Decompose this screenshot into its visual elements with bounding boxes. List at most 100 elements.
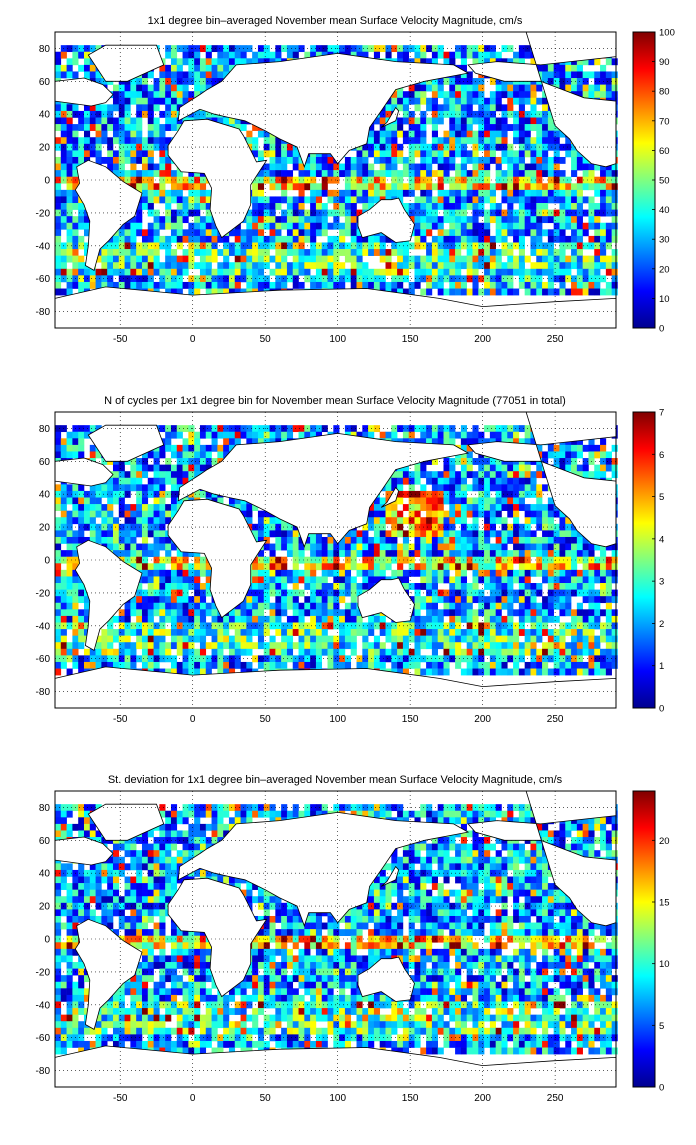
data-cell xyxy=(449,196,455,203)
data-cell xyxy=(148,85,154,92)
data-cell xyxy=(449,91,455,98)
data-cell xyxy=(374,150,380,157)
data-cell xyxy=(235,269,241,276)
data-cell xyxy=(559,177,565,184)
data-cell xyxy=(287,196,293,203)
data-cell xyxy=(374,183,380,190)
data-cell xyxy=(548,124,554,131)
data-cell xyxy=(188,445,194,452)
data-cell xyxy=(606,71,612,78)
data-cell xyxy=(554,170,560,177)
data-cell xyxy=(490,157,496,164)
data-cell xyxy=(438,471,444,478)
data-cell xyxy=(415,504,421,511)
data-cell xyxy=(322,157,328,164)
x-tick-label: 200 xyxy=(474,334,491,345)
data-cell xyxy=(397,144,403,151)
data-cell xyxy=(496,210,502,217)
data-cell xyxy=(484,262,490,269)
data-cell xyxy=(519,262,525,269)
data-cell xyxy=(55,451,61,458)
data-cell xyxy=(165,52,171,59)
data-cell xyxy=(67,445,73,452)
data-cell xyxy=(90,124,96,131)
data-cell xyxy=(217,451,223,458)
data-cell xyxy=(554,530,560,537)
data-cell xyxy=(61,550,67,557)
data-cell xyxy=(148,170,154,177)
data-cell xyxy=(287,544,293,551)
data-cell xyxy=(409,504,415,511)
data-cell xyxy=(299,269,305,276)
data-cell xyxy=(61,203,67,210)
data-cell xyxy=(472,216,478,223)
data-cell xyxy=(490,289,496,296)
data-cell xyxy=(188,91,194,98)
data-cell xyxy=(171,484,177,491)
data-cell xyxy=(530,137,536,144)
data-cell xyxy=(200,256,206,263)
data-cell xyxy=(101,484,107,491)
data-cell xyxy=(403,530,409,537)
data-cell xyxy=(136,150,142,157)
data-cell xyxy=(333,425,339,432)
data-cell xyxy=(409,124,415,131)
data-cell xyxy=(496,517,502,524)
data-cell xyxy=(148,451,154,458)
data-cell xyxy=(107,498,113,505)
data-cell xyxy=(397,269,403,276)
data-cell xyxy=(420,170,426,177)
data-cell xyxy=(270,256,276,263)
data-cell xyxy=(455,216,461,223)
data-cell xyxy=(72,150,78,157)
data-cell xyxy=(525,131,531,138)
data-cell xyxy=(310,216,316,223)
data-cell xyxy=(548,530,554,537)
data-cell xyxy=(136,544,142,551)
data-cell xyxy=(496,98,502,105)
data-cell xyxy=(525,282,531,289)
data-cell xyxy=(612,78,618,85)
data-cell xyxy=(519,544,525,551)
data-cell xyxy=(72,451,78,458)
data-cell xyxy=(136,85,142,92)
data-cell xyxy=(443,170,449,177)
data-cell xyxy=(432,52,438,59)
data-cell xyxy=(467,432,473,439)
data-cell xyxy=(345,249,351,256)
data-cell xyxy=(281,537,287,544)
data-cell xyxy=(270,177,276,184)
data-cell xyxy=(583,196,589,203)
data-cell xyxy=(154,216,160,223)
data-cell xyxy=(391,45,397,52)
data-cell xyxy=(177,451,183,458)
data-cell xyxy=(304,216,310,223)
data-cell xyxy=(519,170,525,177)
data-cell xyxy=(90,118,96,125)
data-cell xyxy=(357,150,363,157)
data-cell xyxy=(316,282,322,289)
data-cell xyxy=(281,190,287,197)
data-cell xyxy=(420,223,426,230)
data-cell xyxy=(507,249,513,256)
data-cell xyxy=(415,104,421,111)
data-cell xyxy=(432,544,438,551)
data-cell xyxy=(90,150,96,157)
data-cell xyxy=(67,438,73,445)
data-cell xyxy=(171,504,177,511)
data-cell xyxy=(171,65,177,72)
data-cell xyxy=(397,282,403,289)
data-cell xyxy=(472,98,478,105)
data-cell xyxy=(275,45,281,52)
data-cell xyxy=(386,164,392,171)
data-cell xyxy=(270,269,276,276)
data-cell xyxy=(206,229,212,236)
data-cell xyxy=(270,170,276,177)
data-cell xyxy=(536,498,542,505)
data-cell xyxy=(565,465,571,472)
data-cell xyxy=(310,282,316,289)
data-cell xyxy=(362,203,368,210)
data-cell xyxy=(513,530,519,537)
data-cell xyxy=(461,498,467,505)
data-cell xyxy=(565,196,571,203)
